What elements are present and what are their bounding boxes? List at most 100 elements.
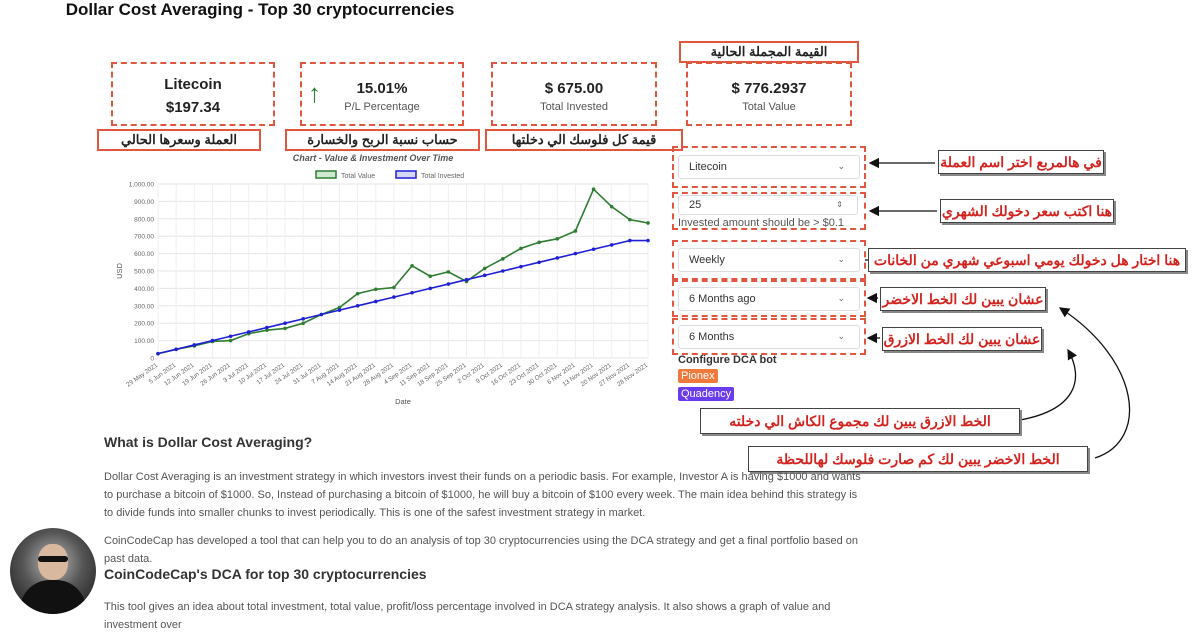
data-point-total-value — [537, 240, 541, 245]
pl-annotation: حساب نسبة الربح والخسارة — [285, 129, 480, 151]
coin-select-annotation: في هالمربع اختر اسم العملة — [938, 150, 1104, 174]
invested-annotation: قيمة كل فلوسك الي دخلتها — [485, 129, 683, 151]
invested-label: Total Invested — [540, 101, 608, 113]
legend-label: Total Invested — [421, 173, 464, 180]
green-line-annotation-box: الخط الاخضر يبين لك كم صارت فلوسك لهاللح… — [748, 446, 1088, 472]
data-point-total-value — [337, 305, 342, 310]
paragraph-tool-description: This tool gives an idea about total inve… — [104, 601, 831, 631]
y-tick-label: 200.00 — [134, 321, 154, 328]
y-tick-label: 100.00 — [134, 338, 154, 345]
start-select-outline — [672, 280, 866, 317]
data-point-total-value — [609, 204, 614, 209]
chevron-down-icon: ⌄ — [837, 292, 845, 303]
amount-annotation: هنا اكتب سعر دخولك الشهري — [940, 199, 1114, 223]
data-point-total-invested — [519, 264, 523, 269]
y-tick-label: 700.00 — [134, 234, 154, 241]
coin-name: Litecoin — [164, 76, 222, 93]
data-point-total-value — [355, 291, 360, 296]
duration-select[interactable]: 6 Months ⌄ — [678, 325, 860, 349]
data-point-total-invested — [210, 338, 215, 343]
y-tick-label: 600.00 — [134, 251, 154, 258]
section-heading-what-is-dca: What is Dollar Cost Averaging? — [104, 434, 313, 450]
duration-annotation: عشان يبين لك الخط الازرق — [882, 327, 1042, 351]
paragraph-coincodecap-tool: CoinCodeCap has developed a tool that ca… — [104, 535, 858, 565]
chevron-down-icon: ⌄ — [837, 160, 845, 171]
y-axis-label: USD — [115, 263, 124, 279]
data-point-total-value — [501, 257, 505, 261]
data-point-total-invested — [192, 343, 197, 347]
y-tick-label: 400.00 — [134, 286, 154, 293]
pionex-button[interactable]: Pionex — [678, 369, 718, 383]
y-tick-label: 300.00 — [134, 303, 154, 310]
pl-label: P/L Percentage — [344, 101, 420, 113]
data-point-total-invested — [628, 238, 632, 243]
series-line-total-invested — [157, 239, 648, 355]
total-value: $ 776.2937 — [731, 80, 807, 97]
chevron-down-icon: ⌄ — [837, 330, 845, 341]
configure-label: Configure DCA bot — [678, 354, 777, 366]
frequency-select[interactable]: Weekly ⌄ — [678, 248, 860, 272]
data-point-total-invested — [591, 247, 596, 252]
stepper-icon[interactable]: ⇕ — [836, 200, 843, 210]
y-tick-label: 500.00 — [134, 269, 154, 276]
data-point-total-invested — [337, 308, 342, 312]
chart-title: Chart - Value & Investment Over Time — [293, 153, 454, 163]
data-point-total-value — [428, 274, 433, 279]
duration-select-outline — [672, 318, 866, 355]
data-point-total-value — [265, 328, 269, 332]
data-point-total-invested — [156, 351, 160, 356]
total-value-annotation: القيمة المجملة الحالية — [679, 41, 859, 63]
data-point-total-invested — [319, 312, 324, 317]
data-point-total-value — [392, 285, 396, 290]
data-point-total-value — [591, 187, 596, 192]
amount-hint: Invested amount should be > $0.1 — [678, 217, 845, 229]
amount-input-value: 25 — [689, 199, 702, 211]
data-point-total-value — [301, 321, 305, 325]
section-heading-coincodecap-dca: CoinCodeCap's DCA for top 30 cryptocurre… — [104, 566, 427, 582]
data-point-total-invested — [301, 317, 305, 321]
pl-value: 15.01% — [356, 80, 408, 97]
avatar-body — [20, 580, 86, 614]
avatar — [10, 528, 96, 614]
pl-card: ↑ 15.01% P/L Percentage — [300, 62, 464, 126]
data-point-total-invested — [446, 282, 451, 286]
coin-card: Litecoin $197.34 — [111, 62, 275, 126]
frequency-select-value: Weekly — [689, 254, 725, 266]
avatar-glasses — [38, 556, 68, 562]
total-value-card: $ 776.2937 Total Value — [686, 62, 852, 126]
quadency-button[interactable]: Quadency — [678, 387, 735, 401]
data-point-total-value — [646, 221, 650, 225]
data-point-total-value — [573, 229, 578, 233]
data-point-total-invested — [428, 286, 433, 291]
data-point-total-invested — [392, 295, 396, 299]
y-tick-label: 800.00 — [134, 216, 154, 223]
chevron-down-icon: ⌄ — [837, 253, 845, 264]
data-point-total-value — [519, 246, 523, 251]
start-select-value: 6 Months ago — [689, 293, 756, 305]
coin-select-value: Litecoin — [689, 161, 727, 173]
amount-input-outline — [672, 192, 866, 230]
frequency-annotation: هنا اختار هل دخولك يومي اسبوعي شهري من ا… — [868, 248, 1186, 272]
data-point-total-invested — [537, 260, 541, 265]
data-point-total-value — [228, 338, 233, 343]
coin-select[interactable]: Litecoin ⌄ — [678, 155, 860, 179]
paragraph-dca-definition: Dollar Cost Averaging is an investment s… — [104, 471, 861, 519]
legend-swatch — [315, 170, 337, 179]
data-point-total-invested — [573, 251, 578, 256]
coin-select-outline — [672, 146, 866, 188]
data-point-total-value — [482, 266, 487, 271]
amount-input[interactable]: 25 ⇕ — [678, 195, 858, 215]
start-select[interactable]: 6 Months ago ⌄ — [678, 287, 860, 311]
data-point-total-value — [628, 217, 632, 222]
total-value-label: Total Value — [742, 101, 796, 113]
legend-label: Total Value — [341, 173, 375, 180]
data-point-total-value — [446, 270, 451, 274]
data-point-total-value — [555, 237, 560, 241]
x-axis-label: Date — [395, 397, 411, 406]
data-point-total-invested — [265, 325, 269, 330]
avatar-head — [38, 544, 68, 580]
data-point-total-invested — [355, 304, 360, 308]
chart-svg: Chart - Value & Investment Over Time Tota… — [115, 153, 650, 406]
y-tick-label: 1,000.00 — [129, 182, 155, 189]
data-point-total-invested — [246, 330, 251, 334]
